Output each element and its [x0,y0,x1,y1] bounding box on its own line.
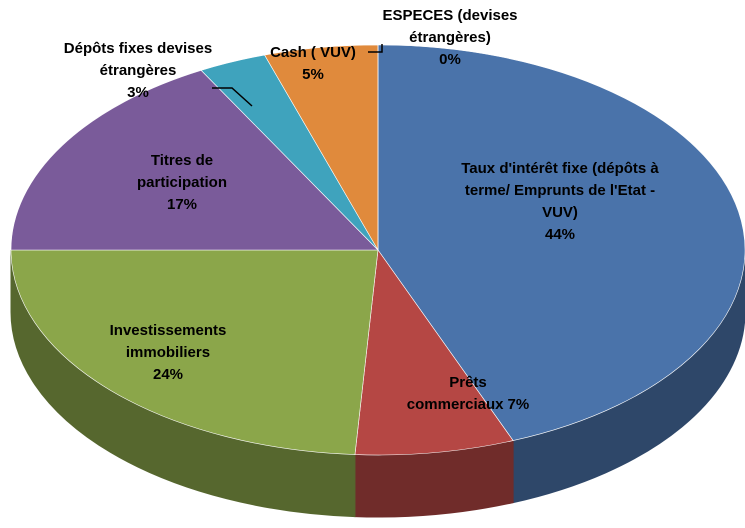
leader-line [212,87,253,107]
leader-line [368,44,383,53]
slice-value: 17% [166,196,198,213]
slice-label: Cash ( VUV) 5% [268,42,358,86]
slice-name: Taux d'intérêt fixe (dépôts à terme/ Emp… [461,160,659,221]
slice-value: 24% [152,366,184,383]
slice [377,44,745,441]
slice-label: ESPECES (devises étrangères) 0% [370,5,530,71]
slice-name: Prêts commerciaux [406,374,504,413]
slice-name: Dépôts fixes devises étrangères [63,40,213,79]
slice-value: 3% [127,84,149,101]
slice-value: 7% [507,396,530,413]
slice [10,70,379,251]
slice [10,249,379,455]
slice-label: Dépôts fixes devises étrangères 3% [43,38,233,104]
slice-label: Prêts commerciaux 7% [406,372,531,416]
slice-name: ESPECES (devises étrangères) [382,7,518,46]
slice-value: 0% [439,51,461,68]
slice-name: Cash ( VUV) [270,44,356,61]
slice-label: Investissements immobiliers 24% [78,320,258,386]
slice-value: 44% [544,226,576,243]
slice-value: 5% [302,66,324,83]
slice-name: Titres de participation [136,152,227,191]
slice-label: Taux d'intérêt fixe (dépôts à terme/ Emp… [460,158,660,246]
slice-name: Investissements immobiliers [109,322,227,361]
slice-label: Titres de participation 17% [122,150,242,216]
slice [354,249,514,456]
